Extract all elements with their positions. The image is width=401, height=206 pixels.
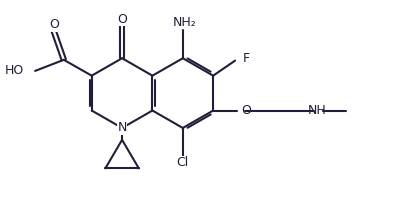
Text: O: O — [241, 104, 251, 117]
Text: O: O — [49, 18, 59, 31]
Text: O: O — [117, 13, 127, 26]
Text: NH₂: NH₂ — [173, 16, 196, 29]
Text: N: N — [117, 122, 127, 135]
Text: Cl: Cl — [177, 156, 189, 169]
Text: NH: NH — [308, 104, 327, 117]
Text: HO: HO — [5, 64, 24, 77]
Text: F: F — [242, 52, 249, 65]
